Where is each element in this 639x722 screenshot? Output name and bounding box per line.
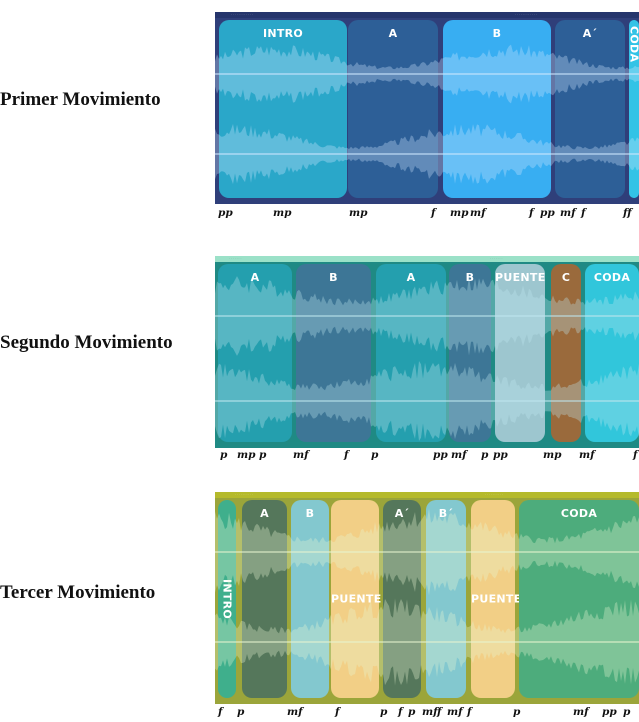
waveform-lane-0 [215, 509, 639, 596]
dynamic-marking: f [431, 207, 436, 219]
dynamic-marking: mf [451, 449, 467, 461]
dynamic-marking: f [344, 449, 349, 461]
waveform-lane-1 [215, 361, 639, 441]
dynamic-marking: ff [623, 207, 632, 219]
dynamic-marking: pp [602, 706, 617, 718]
waveform-lane-0 [215, 276, 639, 356]
dynamic-marking: f [218, 706, 223, 718]
dynamic-marking: p [408, 706, 415, 718]
dynamic-marking: mp [273, 207, 291, 219]
waveform-lane-0 [215, 45, 639, 104]
dynamic-marking: pp [433, 449, 448, 461]
dynamic-marking: mf [560, 207, 576, 219]
waveform-graphic [215, 256, 639, 448]
waveform-graphic [215, 12, 639, 204]
dynamic-marking: mf [579, 449, 595, 461]
dynamic-marking: p [481, 449, 488, 461]
waveform-graphic [215, 492, 639, 704]
dynamic-marking: f [581, 207, 586, 219]
dynamic-marking: p [237, 706, 244, 718]
dynamic-marking: f [633, 449, 638, 461]
waveform-lane-1 [215, 124, 639, 184]
movement-label-tercer: Tercer Movimiento [0, 582, 155, 604]
dynamic-marking: pp [540, 207, 555, 219]
dynamic-marking: f [335, 706, 340, 718]
dynamic-marking: mf [470, 207, 486, 219]
dynamic-marking: f [529, 207, 534, 219]
dynamic-marking: pp [218, 207, 233, 219]
dynamic-marking: mf [573, 706, 589, 718]
waveform-panel-primer: · · · · · · · · · · · ·· · · · · · · · ·… [215, 12, 639, 204]
dynamic-marking: f [437, 706, 442, 718]
dynamic-marking: mf [447, 706, 463, 718]
dynamic-marking: mf [293, 449, 309, 461]
dynamic-marking: p [380, 706, 387, 718]
dynamic-marking: p [623, 706, 630, 718]
dynamic-marking: p [371, 449, 378, 461]
waveform-lane-1 [215, 598, 639, 685]
dynamic-marking: mf [287, 706, 303, 718]
dynamic-marking: p [513, 706, 520, 718]
dynamic-marking: f [398, 706, 403, 718]
dynamic-marking: f [467, 706, 472, 718]
dynamic-marking: mp [349, 207, 367, 219]
movement-label-segundo: Segundo Movimiento [0, 332, 173, 354]
dynamic-marking: mp [237, 449, 255, 461]
dynamic-marking: p [259, 449, 266, 461]
dynamic-marking: p [220, 449, 227, 461]
dynamic-marking: mp [450, 207, 468, 219]
waveform-panel-tercer: · · · · · · · · · ·· · · · · · · · · · I… [215, 492, 639, 704]
dynamic-marking: pp [493, 449, 508, 461]
movement-label-primer: Primer Movimiento [0, 89, 161, 111]
dynamic-marking: mp [543, 449, 561, 461]
dynamic-marking: mf [422, 706, 438, 718]
